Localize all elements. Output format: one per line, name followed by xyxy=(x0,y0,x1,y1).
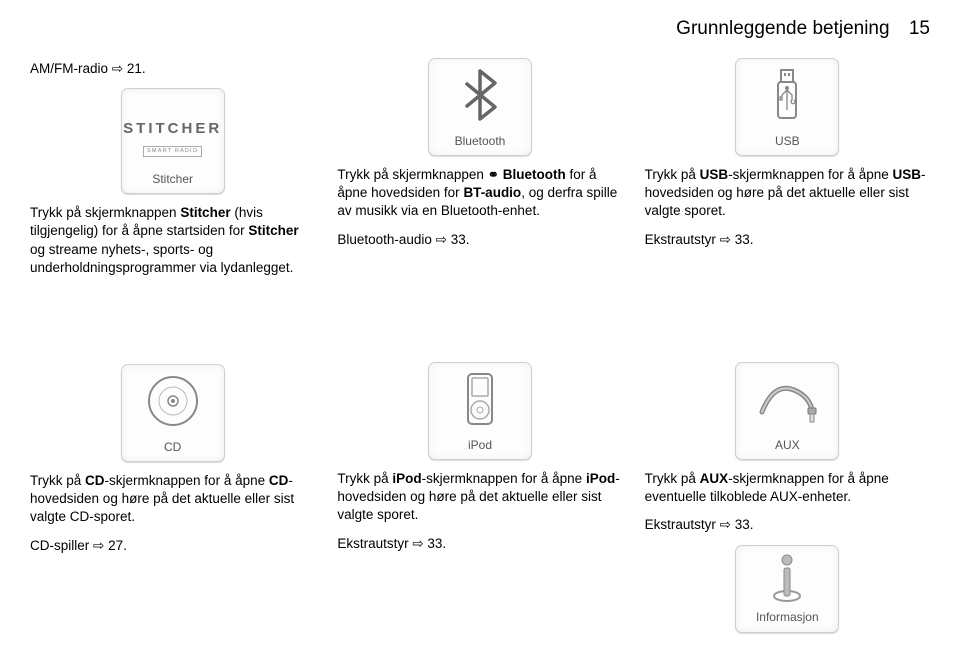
aux-paragraph: Trykk på AUX-skjermknappen for å åpne ev… xyxy=(645,470,930,506)
stitcher-paragraph: Trykk på skjermknappen Stitcher (hvis ti… xyxy=(30,204,315,277)
aux-ref: Ekstrautstyr ⇨ 33. xyxy=(645,516,930,534)
cd-icon-box: CD xyxy=(121,364,225,462)
stitcher-logo-main: STITCHER xyxy=(123,119,222,139)
usb-icon-box: USB xyxy=(735,58,839,156)
bluetooth-paragraph: Trykk på skjermknappen ⚭ Bluetooth for å… xyxy=(337,166,622,221)
info-icon-label: Informasjon xyxy=(756,609,819,625)
cd-paragraph: Trykk på CD-skjermknappen for å åpne CD-… xyxy=(30,472,315,527)
stitcher-icon-label: Stitcher xyxy=(152,171,193,187)
usb-paragraph: Trykk på USB-skjermknappen for å åpne US… xyxy=(645,166,930,221)
bluetooth-icon xyxy=(429,59,531,131)
amfm-ref: ⇨ 21. xyxy=(112,61,146,76)
header-page-number: 15 xyxy=(909,18,930,39)
cd-icon-label: CD xyxy=(164,439,181,455)
column-1: AM/FM-radio ⇨ 21. STITCHER SMART RADIO S… xyxy=(30,60,315,643)
usb-icon xyxy=(736,59,838,131)
column-2: Bluetooth Trykk på skjermknappen ⚭ Bluet… xyxy=(337,60,622,643)
bluetooth-ref: Bluetooth-audio ⇨ 33. xyxy=(337,231,622,249)
amfm-line: AM/FM-radio ⇨ 21. xyxy=(30,60,315,78)
ipod-icon-box: iPod xyxy=(428,362,532,460)
stitcher-logo-sub: SMART RADIO xyxy=(143,146,202,157)
ipod-icon-label: iPod xyxy=(468,437,492,453)
page-header: Grunnleggende betjening 15 xyxy=(30,18,930,40)
usb-icon-label: USB xyxy=(775,133,800,149)
ipod-ref: Ekstrautstyr ⇨ 33. xyxy=(337,535,622,553)
cd-ref: CD-spiller ⇨ 27. xyxy=(30,537,315,555)
column-3: USB Trykk på USB-skjermknappen for å åpn… xyxy=(645,60,930,643)
ipod-paragraph: Trykk på iPod-skjermknappen for å åpne i… xyxy=(337,470,622,525)
aux-icon xyxy=(736,363,838,435)
ipod-icon xyxy=(429,363,531,435)
bluetooth-icon-label: Bluetooth xyxy=(455,133,506,149)
info-icon xyxy=(736,546,838,608)
content-columns: AM/FM-radio ⇨ 21. STITCHER SMART RADIO S… xyxy=(30,60,930,643)
info-icon-box: Informasjon xyxy=(735,545,839,633)
aux-icon-label: AUX xyxy=(775,437,800,453)
stitcher-icon: STITCHER SMART RADIO xyxy=(122,89,224,169)
amfm-text: AM/FM-radio xyxy=(30,61,112,76)
aux-icon-box: AUX xyxy=(735,362,839,460)
bluetooth-icon-box: Bluetooth xyxy=(428,58,532,156)
cd-icon xyxy=(122,365,224,437)
usb-ref: Ekstrautstyr ⇨ 33. xyxy=(645,231,930,249)
stitcher-icon-box: STITCHER SMART RADIO Stitcher xyxy=(121,88,225,194)
header-title: Grunnleggende betjening xyxy=(676,18,889,39)
